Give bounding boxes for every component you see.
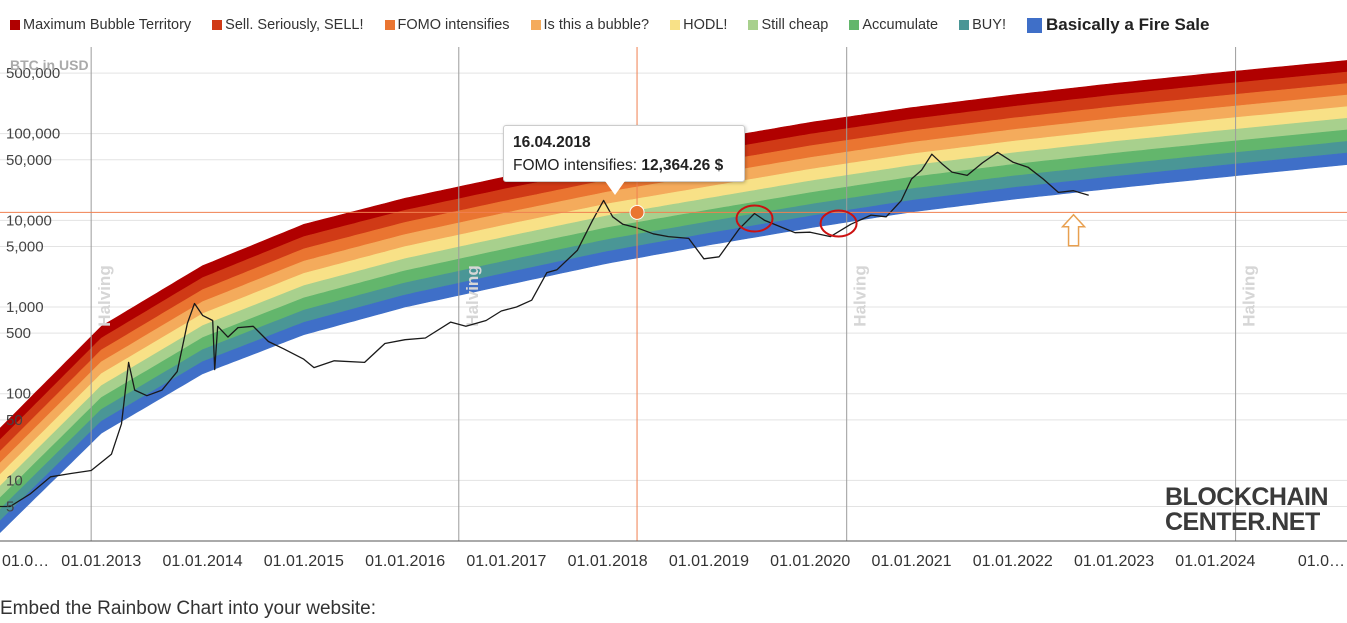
- legend-label: Maximum Bubble Territory: [23, 17, 192, 33]
- legend-item[interactable]: BUY!: [959, 17, 1006, 33]
- legend-item[interactable]: Is this a bubble?: [530, 17, 650, 33]
- btc-price-line: [0, 151, 1089, 508]
- x-tick-label: 01.01.2020: [770, 553, 850, 570]
- x-tick-label: 01.01.2022: [973, 553, 1053, 570]
- legend-label: FOMO intensifies: [397, 17, 510, 33]
- legend-swatch: [384, 20, 395, 30]
- logo-line-2: CENTER.NET: [1165, 508, 1320, 536]
- legend-item[interactable]: Still cheap: [748, 17, 828, 33]
- y-tick-label: 100: [6, 386, 31, 403]
- legend-swatch: [10, 20, 20, 30]
- y-tick-label: 5: [6, 499, 14, 516]
- x-tick-label: 01.01.2015: [264, 553, 344, 570]
- halving-label: Halving: [463, 265, 482, 326]
- y-tick-label: 500: [6, 325, 31, 342]
- annotation-arrow-up: [1060, 213, 1087, 247]
- annotation-circle: [735, 204, 774, 233]
- legend-item[interactable]: HODL!: [670, 17, 727, 33]
- legend-label: HODL!: [683, 17, 728, 33]
- x-tick-label: 01.01.2018: [568, 553, 648, 570]
- chart-legend: Maximum Bubble Territory Sell. Seriously,…: [10, 12, 1230, 38]
- legend-item[interactable]: Sell. Seriously, SELL!: [212, 17, 364, 33]
- y-tick-label: 1,000: [6, 299, 44, 316]
- logo-line-1-text: BLOCKCHAIN: [1165, 483, 1329, 511]
- chart-tooltip: 16.04.2018 FOMO intensifies: 12,364.26 $: [503, 125, 745, 182]
- y-tick-label: 100,000: [6, 126, 60, 143]
- tooltip-value: 12,364.26 $: [641, 157, 724, 174]
- y-tick-label: 5,000: [6, 238, 44, 255]
- legend-item[interactable]: Basically a Fire Sale: [1026, 15, 1210, 35]
- legend-swatch: [959, 20, 970, 30]
- x-tick-label: 01.0…: [2, 553, 49, 570]
- x-tick-label: 01.01.2013: [61, 553, 141, 570]
- x-tick-label: 01.01.2017: [466, 553, 546, 570]
- tooltip-date: 16.04.2018: [513, 134, 591, 151]
- legend-swatch: [530, 20, 541, 30]
- x-tick-label: 01.01.2016: [365, 553, 445, 570]
- y-tick-label: 50: [6, 412, 23, 429]
- legend-item[interactable]: Maximum Bubble Territory: [10, 17, 191, 33]
- y-tick-label: 10,000: [6, 212, 52, 229]
- halving-label: Halving: [851, 265, 870, 326]
- y-axis-title: BTC in USD: [10, 57, 89, 73]
- y-tick-label: 500,000: [6, 65, 60, 82]
- y-tick-label: 10: [6, 472, 23, 489]
- tooltip-row: FOMO intensifies: 12,364.26 $: [513, 157, 744, 175]
- legend-item[interactable]: Accumulate: [849, 17, 938, 33]
- legend-label: Accumulate: [862, 17, 939, 33]
- tooltip-pointer: [605, 181, 625, 195]
- legend-label: Is this a bubble?: [543, 17, 650, 33]
- legend-swatch: [212, 20, 223, 30]
- embed-heading: Embed the Rainbow Chart into your websit…: [0, 598, 376, 619]
- x-tick-label: 01.01.2024: [1175, 553, 1255, 570]
- legend-label: Still cheap: [761, 17, 829, 33]
- legend-label: Basically a Fire Sale: [1045, 15, 1210, 34]
- legend-swatch: [849, 20, 860, 30]
- legend-label: Sell. Seriously, SELL!: [225, 17, 364, 33]
- x-tick-label: 01.0…: [1298, 553, 1345, 570]
- legend-item[interactable]: FOMO intensifies: [384, 17, 510, 33]
- blockchaincenter-logo: BLOCKCHAIN CENTER.NET: [1165, 483, 1329, 536]
- halving-label: Halving: [1240, 265, 1259, 326]
- x-tick-label: 01.01.2023: [1074, 553, 1154, 570]
- legend-swatch: [748, 20, 759, 30]
- x-tick-label: 01.01.2021: [871, 553, 951, 570]
- annotation-circle: [819, 209, 858, 238]
- y-tick-label: 50,000: [6, 152, 52, 169]
- x-tick-label: 01.01.2014: [163, 553, 243, 570]
- legend-swatch: [670, 20, 681, 30]
- legend-label: BUY!: [972, 17, 1006, 33]
- crosshair-point: [629, 204, 645, 220]
- tooltip-label: FOMO intensifies:: [513, 157, 638, 174]
- x-tick-label: 01.01.2019: [669, 553, 749, 570]
- logo-line-1: BLOCKCHAIN: [1165, 483, 1329, 511]
- rainbow-band-9: [0, 152, 1347, 534]
- legend-swatch: [1026, 17, 1042, 33]
- halving-label: Halving: [95, 265, 114, 326]
